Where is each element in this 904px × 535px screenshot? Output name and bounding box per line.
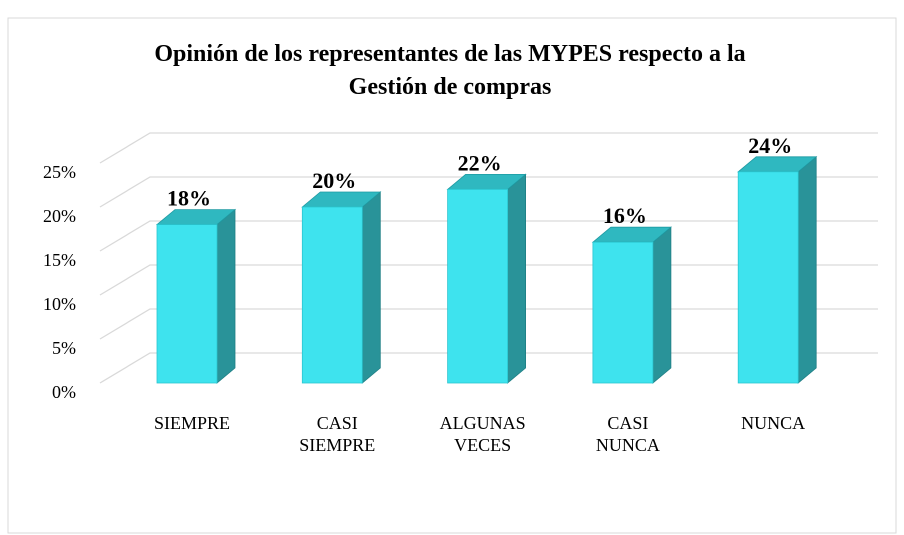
grid-line (99, 220, 878, 252)
bar (737, 171, 799, 384)
y-tick-label: 10% (43, 294, 76, 314)
bar-side (361, 191, 381, 384)
chart-title: Opinión de los representantes de las MYP… (154, 41, 746, 100)
data-label: 16% (603, 203, 647, 228)
x-tick-label: CASI SIEMPRE (299, 413, 376, 455)
y-tick-label: 5% (52, 338, 76, 358)
grid-line (99, 132, 878, 164)
x-tick-label: ALGUNAS VECES (439, 413, 526, 455)
bar (301, 206, 363, 384)
data-label: 18% (167, 186, 211, 211)
data-label: 20% (312, 168, 356, 193)
y-tick-label: 20% (43, 206, 76, 226)
data-label: 24% (748, 133, 792, 158)
x-tick-label: NUNCA (741, 413, 806, 433)
bar (156, 224, 218, 384)
bar (592, 241, 654, 384)
bar-side (797, 155, 817, 384)
bar (447, 188, 509, 384)
bar-side (507, 173, 526, 384)
grid-line (99, 176, 878, 208)
x-tick-label: SIEMPRE (153, 413, 231, 433)
y-tick-label: 0% (52, 382, 76, 402)
y-tick-label: 15% (43, 250, 76, 270)
x-tick-label: CASI NUNCA (595, 413, 660, 455)
data-label: 22% (458, 150, 502, 175)
bar-side (652, 226, 672, 384)
y-tick-label: 25% (43, 162, 76, 182)
bar-side (216, 208, 236, 384)
